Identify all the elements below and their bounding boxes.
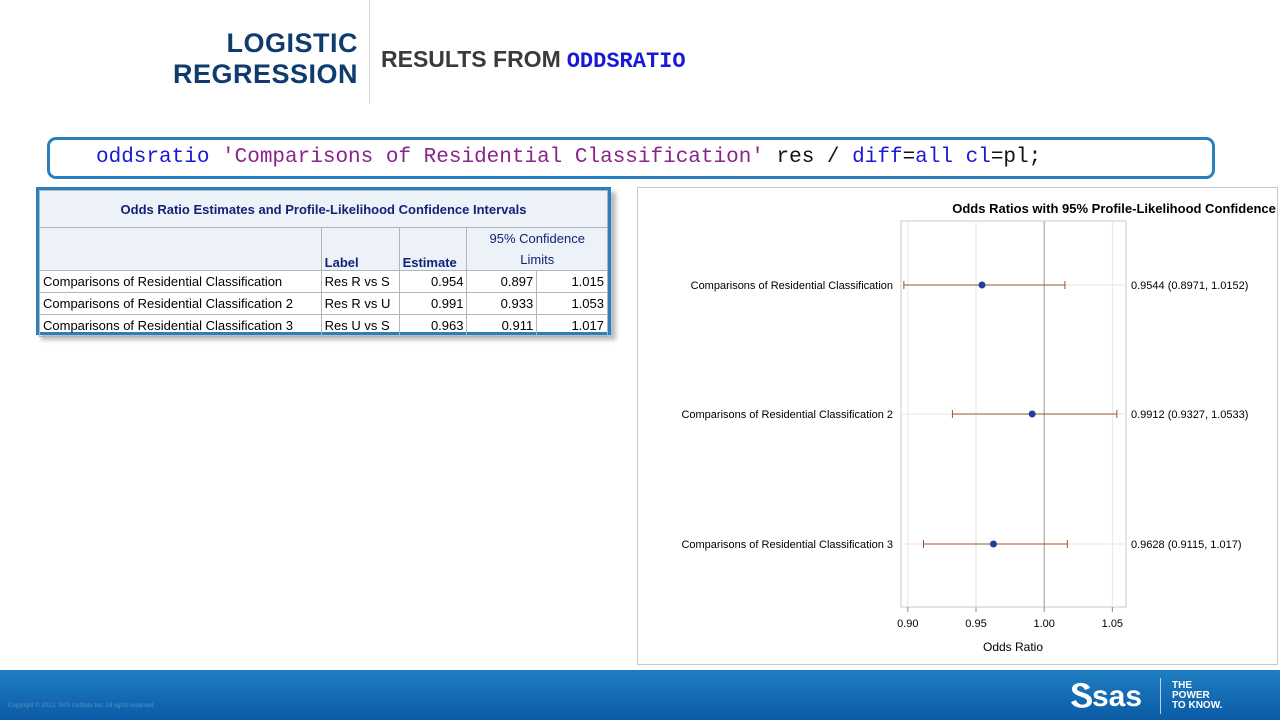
code-statement-box: oddsratio 'Comparisons of Residential Cl…: [47, 137, 1215, 179]
table-row: Comparisons of Residential Classificatio…: [39, 314, 608, 337]
row-upper: 1.015: [536, 270, 608, 293]
row-label: Res U vs S: [320, 314, 400, 337]
tagline-line2: POWER: [1172, 690, 1210, 701]
x-tick-label: 0.90: [897, 618, 918, 630]
row-lower: 0.911: [466, 314, 538, 337]
section-title-line2: REGRESSION: [172, 59, 358, 89]
category-label: Comparisons of Residential Classificatio…: [691, 280, 893, 292]
code-keyword-oddsratio: oddsratio: [96, 146, 210, 169]
row-upper: 1.053: [536, 292, 608, 315]
table-row: Comparisons of Residential Classificatio…: [39, 270, 608, 293]
table-caption: Odds Ratio Estimates and Profile-Likelih…: [39, 190, 608, 228]
row-estimate: 0.963: [398, 314, 468, 337]
category-label: Comparisons of Residential Classificatio…: [681, 539, 893, 551]
tagline-divider: [1160, 678, 1161, 714]
header-effect: [39, 227, 322, 271]
row-estimate: 0.954: [398, 270, 468, 293]
code-value-all: all: [915, 146, 953, 169]
sas-logo-text: sas: [1092, 680, 1142, 713]
row-effect: Comparisons of Residential Classificatio…: [39, 314, 322, 337]
odds-ratio-forest-plot: Odds Ratios with 95% Profile-Likelihood …: [681, 201, 1280, 654]
code-space: [953, 146, 966, 169]
tagline: THE POWER TO KNOW.: [1172, 681, 1222, 711]
odds-ratio-chart-panel: Odds Ratios with 95% Profile-Likelihood …: [637, 187, 1280, 665]
title-divider: [369, 0, 370, 104]
estimate-marker: [978, 281, 986, 289]
header-estimate: Estimate: [398, 227, 468, 271]
row-effect: Comparisons of Residential Classificatio…: [39, 270, 322, 293]
row-upper: 1.017: [536, 314, 608, 337]
code-value-pl: =pl;: [990, 146, 1042, 169]
value-label: 0.9544 (0.8971, 1.0152): [1131, 280, 1248, 292]
code-option-cl: cl: [965, 146, 991, 169]
x-tick-label: 1.00: [1033, 618, 1054, 630]
row-lower: 0.933: [466, 292, 538, 315]
value-label: 0.9912 (0.9327, 1.0533): [1131, 409, 1248, 421]
copyright-text: Copyright © 2012, SAS Institute Inc. All…: [8, 703, 156, 709]
header-limits-line1: 95% Confidence: [466, 227, 608, 249]
estimate-marker: [1028, 410, 1036, 418]
slide-title: RESULTS FROM ODDSRATIO: [381, 46, 686, 74]
estimate-markers: [978, 281, 1036, 548]
slide-title-prefix: RESULTS FROM: [381, 46, 561, 72]
row-label: Res R vs S: [320, 270, 400, 293]
section-title-line1: LOGISTIC: [226, 28, 358, 58]
code-option-diff: diff: [852, 146, 903, 169]
x-axis-label: Odds Ratio: [983, 640, 1043, 654]
tagline-line3: TO KNOW.: [1172, 700, 1223, 711]
footer-bar: [0, 670, 1280, 720]
category-labels: Comparisons of Residential Classificatio…: [681, 280, 893, 551]
x-axis: 0.90 0.95 1.00 1.05: [897, 607, 1123, 630]
header-limits-line2: Limits: [466, 249, 608, 271]
row-label: Res R vs U: [320, 292, 400, 315]
odds-ratio-table: Odds Ratio Estimates and Profile-Likelih…: [39, 190, 608, 337]
value-labels: 0.9544 (0.8971, 1.0152) 0.9912 (0.9327, 1…: [1131, 280, 1248, 551]
value-label: 0.9628 (0.9115, 1.017): [1131, 539, 1242, 551]
row-effect: Comparisons of Residential Classificatio…: [39, 292, 322, 315]
tagline-line1: THE: [1172, 680, 1192, 691]
x-tick-label: 1.05: [1102, 618, 1123, 630]
slide-title-keyword: ODDSRATIO: [566, 49, 686, 74]
estimate-marker: [989, 540, 997, 548]
table-row: Comparisons of Residential Classificatio…: [39, 292, 608, 315]
row-estimate: 0.991: [398, 292, 468, 315]
code-variable-res: res /: [763, 146, 853, 169]
category-label: Comparisons of Residential Classificatio…: [681, 409, 893, 421]
code-string-literal: 'Comparisons of Residential Classificati…: [209, 146, 764, 169]
code-equals-1: =: [902, 146, 916, 169]
header-label: Label: [320, 227, 400, 271]
odds-ratio-table-panel: Odds Ratio Estimates and Profile-Likelih…: [36, 187, 611, 337]
section-title: LOGISTIC REGRESSION: [173, 28, 358, 90]
row-lower: 0.897: [466, 270, 538, 293]
chart-title: Odds Ratios with 95% Profile-Likelihood …: [952, 201, 1277, 216]
sas-logo: sas: [1071, 680, 1142, 713]
x-tick-label: 0.95: [965, 618, 986, 630]
